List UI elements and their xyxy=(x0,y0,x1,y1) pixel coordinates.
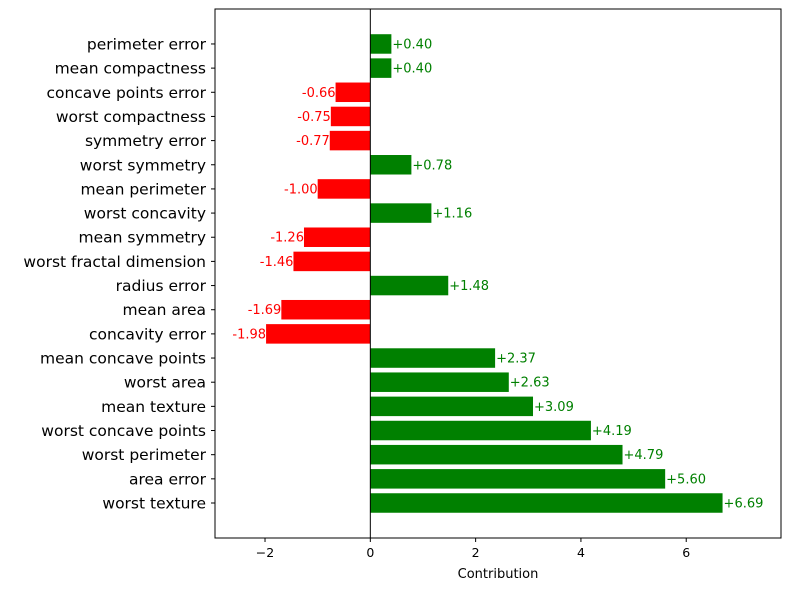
bar xyxy=(370,34,392,54)
bar xyxy=(370,155,412,175)
y-tick-label: radius error xyxy=(116,277,207,295)
data-label: +0.40 xyxy=(392,37,432,52)
y-tick-label: concavity error xyxy=(89,325,207,343)
y-tick-label: mean compactness xyxy=(55,60,206,78)
bar xyxy=(329,130,371,151)
bar xyxy=(330,106,371,127)
y-tick-label: symmetry error xyxy=(85,132,207,150)
data-label: +2.63 xyxy=(510,376,550,391)
x-axis-label: Contribution xyxy=(458,567,539,582)
bar xyxy=(370,396,534,417)
x-tick-label: 6 xyxy=(682,545,690,560)
y-tick-label: worst concavity xyxy=(84,205,206,223)
axes-frame xyxy=(214,8,782,539)
bar xyxy=(317,179,371,199)
y-tick-label: area error xyxy=(129,470,207,488)
y-tick-label: worst perimeter xyxy=(82,446,207,464)
x-tick-label: 4 xyxy=(577,545,585,560)
data-label: +6.69 xyxy=(724,497,764,512)
data-label: +3.09 xyxy=(534,400,574,415)
data-label: -0.66 xyxy=(302,86,336,101)
y-tick-label: mean area xyxy=(123,301,206,319)
data-label: -0.77 xyxy=(296,134,330,149)
y-tick-label: worst texture xyxy=(102,495,206,513)
x-tick-label: 2 xyxy=(472,545,480,560)
bar xyxy=(370,348,496,368)
bar xyxy=(370,58,392,78)
bar xyxy=(266,324,371,344)
y-tick-label: worst compactness xyxy=(56,108,206,126)
data-label: +5.60 xyxy=(666,472,706,487)
data-label: +4.19 xyxy=(592,424,632,439)
y-tick-label: worst symmetry xyxy=(80,156,206,174)
y-tick-label: worst concave points xyxy=(41,422,206,440)
data-label: -1.46 xyxy=(260,255,294,270)
bar xyxy=(370,275,449,296)
bar xyxy=(370,444,623,465)
y-tick-label: concave points error xyxy=(46,84,206,102)
x-tick-label: 0 xyxy=(366,545,374,560)
data-label: -1.26 xyxy=(270,231,304,246)
y-tick-label: mean symmetry xyxy=(79,229,207,247)
data-label: +2.37 xyxy=(496,352,536,367)
y-tick-label: mean texture xyxy=(101,398,206,416)
bar xyxy=(370,493,723,513)
bar xyxy=(293,251,371,272)
bar xyxy=(370,203,432,223)
y-tick-label: mean concave points xyxy=(40,350,206,368)
y-tick-label: worst area xyxy=(124,374,206,392)
data-label: -0.75 xyxy=(297,110,331,125)
bar xyxy=(370,420,591,441)
data-label: +1.48 xyxy=(449,279,489,294)
bar xyxy=(370,372,509,392)
bar xyxy=(335,82,371,103)
y-tick-label: perimeter error xyxy=(87,35,207,53)
x-tick-label: −2 xyxy=(256,545,274,560)
data-label: +1.16 xyxy=(432,207,472,222)
data-label: +4.79 xyxy=(624,448,664,463)
bar xyxy=(370,469,666,489)
x-axis: −2 0 2 4 6 xyxy=(256,538,690,560)
data-label: -1.69 xyxy=(248,303,282,318)
data-label: +0.40 xyxy=(392,62,432,77)
bar xyxy=(281,299,371,320)
data-labels-group: +6.69 +5.60+4.79 +4.19 +3.09 +2.63 +2.37 -1.98… xyxy=(232,37,763,511)
y-tick-label: worst fractal dimension xyxy=(23,253,206,271)
bar xyxy=(303,227,371,247)
data-label: -1.98 xyxy=(232,327,266,342)
data-label: -1.00 xyxy=(284,182,318,197)
y-axis: worst texture area error worst perimeter wo… xyxy=(23,35,215,513)
data-label: +0.78 xyxy=(412,158,452,173)
y-tick-label: mean perimeter xyxy=(80,180,206,198)
bars-group xyxy=(266,34,723,513)
